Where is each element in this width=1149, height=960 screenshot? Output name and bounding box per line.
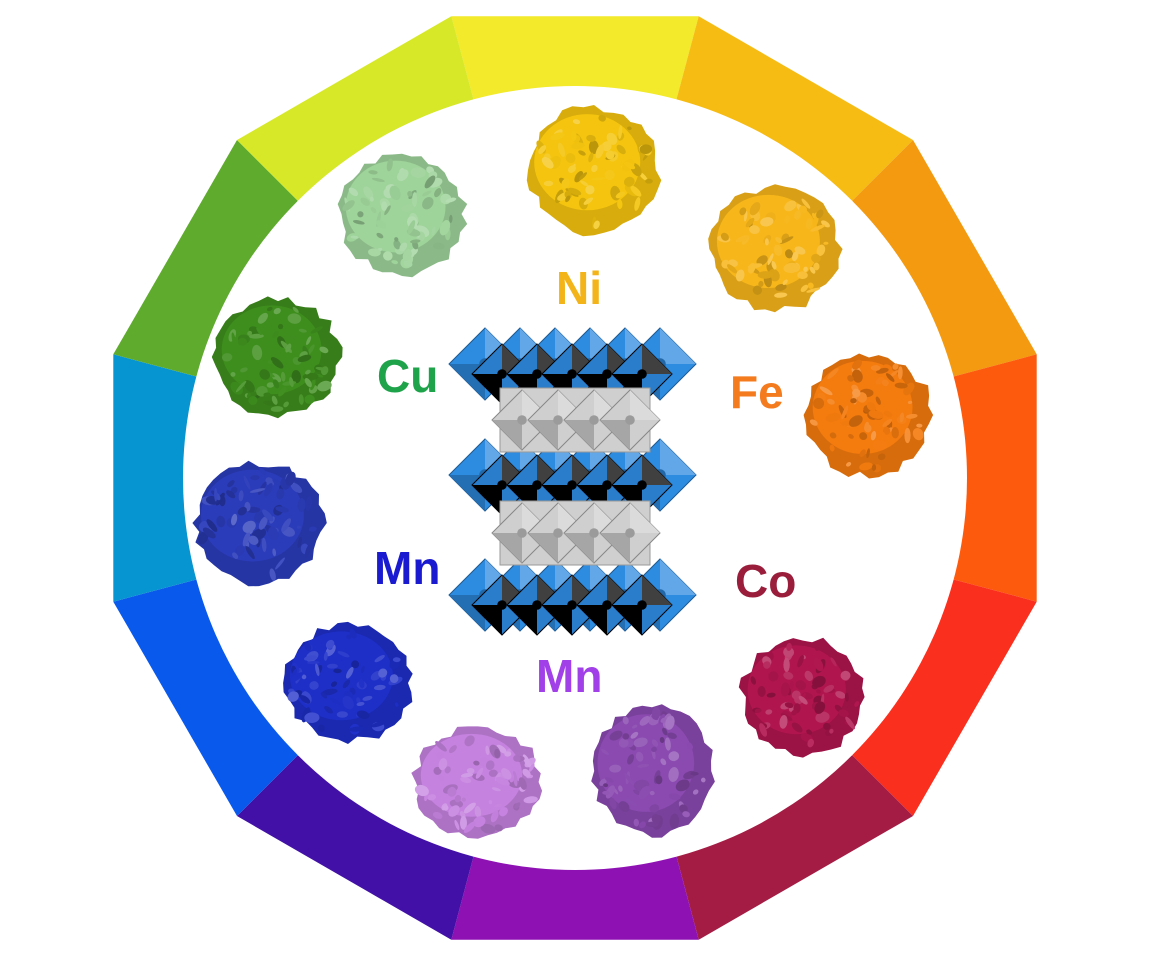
powder-lilac xyxy=(411,726,543,839)
wheel-segment-yellow xyxy=(451,16,699,100)
powder-green-pale xyxy=(337,153,468,278)
octahedron-blue xyxy=(471,574,533,636)
label-ni: Ni xyxy=(556,262,602,314)
powder-yellow-orange xyxy=(708,184,843,313)
powder-orange xyxy=(803,353,934,479)
octahedron-blue xyxy=(611,574,673,636)
label-mn-left: Mn xyxy=(374,542,440,594)
powder-green xyxy=(211,296,343,419)
wheel-segment-yellow-orange xyxy=(676,16,913,201)
wheel-segment-indigo xyxy=(237,755,474,940)
powder-yellow xyxy=(526,105,662,237)
label-mn-bottom: Mn xyxy=(536,650,602,702)
octahedron-grey xyxy=(599,389,661,451)
color-wheel-ring xyxy=(113,16,1037,940)
label-fe: Fe xyxy=(730,366,784,418)
wheel-segment-red-orange xyxy=(953,354,1037,602)
octahedron-blue xyxy=(611,454,673,516)
wheel-segment-orange xyxy=(852,140,1037,377)
label-cu: Cu xyxy=(377,350,438,402)
powder-royal-blue xyxy=(192,460,327,587)
octahedron-grey xyxy=(599,502,661,564)
powder-violet xyxy=(591,704,715,838)
wheel-segment-cyan-blue xyxy=(113,354,197,602)
wheel-segment-blue xyxy=(113,579,298,816)
wheel-segment-yellow-green xyxy=(237,16,474,201)
wheel-segment-red xyxy=(852,579,1037,816)
wheel-segment-green xyxy=(113,140,298,377)
wheel-segment-purple xyxy=(451,856,699,940)
powder-ultramarine xyxy=(283,621,413,744)
powder-crimson xyxy=(738,637,865,758)
layered-crystal-structure xyxy=(448,327,697,636)
wheel-segment-crimson xyxy=(676,755,913,940)
powder-samples xyxy=(192,105,934,839)
octahedron-blue xyxy=(576,574,638,636)
label-co: Co xyxy=(735,555,796,607)
